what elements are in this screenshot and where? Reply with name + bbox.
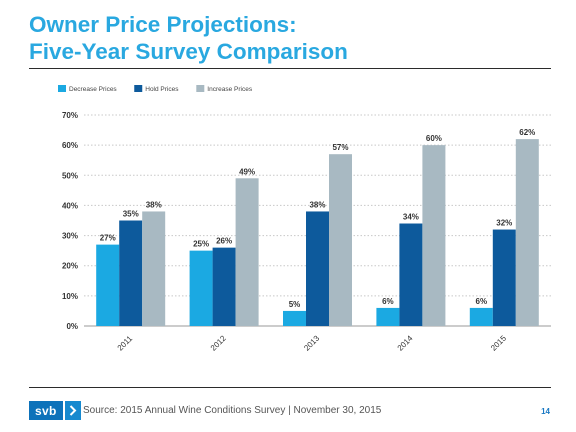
legend-label: Increase Prices xyxy=(207,86,253,93)
data-label: 26% xyxy=(216,237,232,246)
data-label: 35% xyxy=(123,210,139,219)
bar xyxy=(399,223,423,326)
title-line-1: Owner Price Projections: xyxy=(29,12,297,37)
legend-label: Hold Prices xyxy=(145,86,179,93)
data-label: 49% xyxy=(239,167,255,176)
bar xyxy=(306,211,329,326)
data-label: 5% xyxy=(289,300,301,309)
bar xyxy=(469,307,493,326)
legend-swatch xyxy=(196,85,205,92)
x-tick-label: 2012 xyxy=(209,333,228,352)
legend-swatch xyxy=(134,85,143,92)
data-label: 60% xyxy=(426,134,442,143)
y-tick-label: 0% xyxy=(66,322,78,331)
bottom-divider xyxy=(29,387,551,388)
y-tick-label: 20% xyxy=(62,262,78,271)
x-tick-label: 2011 xyxy=(116,334,135,353)
bar xyxy=(283,310,306,326)
y-tick-label: 60% xyxy=(62,141,78,150)
source-note: Source: 2015 Annual Wine Conditions Surv… xyxy=(83,405,382,416)
y-tick-label: 10% xyxy=(62,292,78,301)
x-tick-label: 2013 xyxy=(302,333,321,352)
y-tick-label: 50% xyxy=(62,171,78,180)
data-label: 32% xyxy=(496,219,512,228)
top-divider xyxy=(29,68,551,69)
data-label: 34% xyxy=(403,213,419,222)
svb-logo: svb xyxy=(29,401,81,420)
data-label: 27% xyxy=(100,234,116,243)
bar xyxy=(376,307,400,326)
data-label: 62% xyxy=(519,128,535,137)
logo-text: svb xyxy=(29,401,63,420)
bar xyxy=(189,250,213,326)
bar xyxy=(422,145,446,326)
x-tick-label: 2014 xyxy=(396,333,415,352)
data-label: 57% xyxy=(332,143,348,152)
bar xyxy=(235,178,259,326)
data-label: 6% xyxy=(476,297,488,306)
legend-label: Decrease Prices xyxy=(69,86,117,93)
bar xyxy=(492,229,516,326)
bar xyxy=(119,220,143,326)
y-tick-label: 70% xyxy=(62,111,78,120)
x-tick-label: 2015 xyxy=(489,333,508,352)
bar xyxy=(212,247,236,326)
data-label: 38% xyxy=(146,200,162,209)
data-label: 25% xyxy=(193,240,209,249)
page-number: 14 xyxy=(541,407,550,416)
bar xyxy=(142,211,166,326)
bar xyxy=(329,154,352,326)
data-label: 6% xyxy=(382,297,394,306)
chevron-right-icon xyxy=(64,401,81,420)
data-label: 38% xyxy=(309,200,325,209)
bar xyxy=(96,244,120,326)
legend-swatch xyxy=(58,85,66,92)
slide-title: Owner Price Projections: Five-Year Surve… xyxy=(29,11,348,65)
bar xyxy=(515,139,539,326)
y-tick-label: 30% xyxy=(62,232,78,241)
y-tick-label: 40% xyxy=(62,201,78,210)
title-line-2: Five-Year Survey Comparison xyxy=(29,39,348,64)
